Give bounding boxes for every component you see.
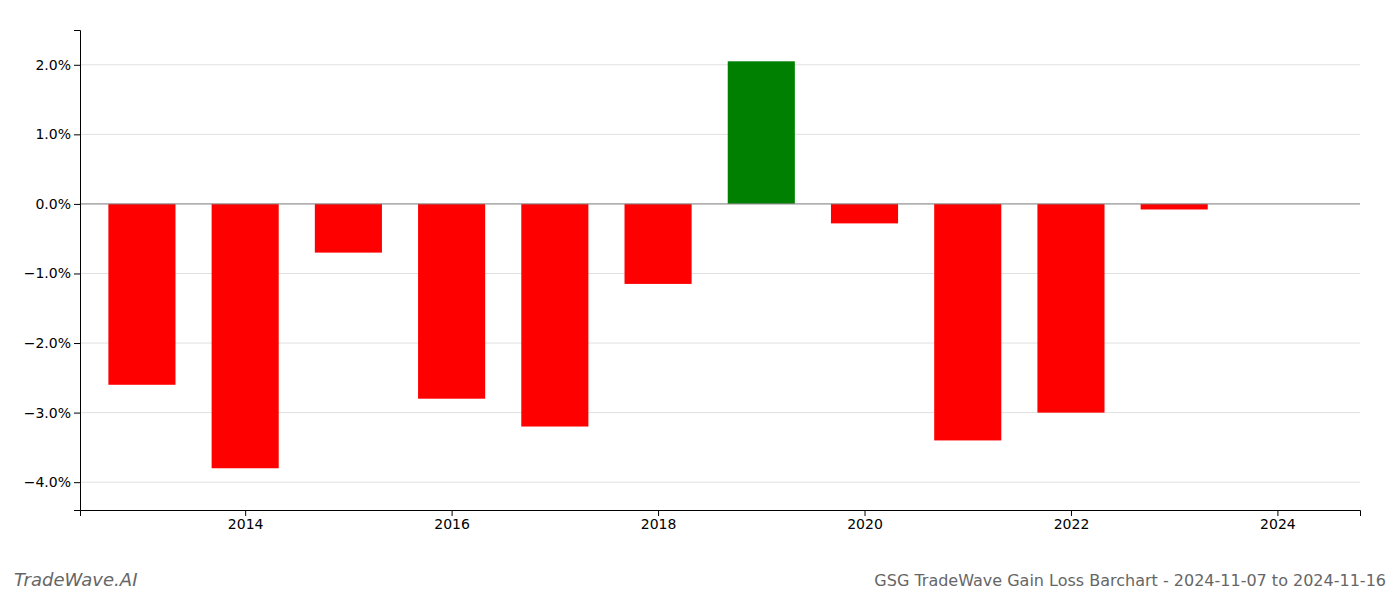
y-tick: −1.0% — [24, 265, 80, 281]
watermark: TradeWave.AI — [14, 569, 137, 590]
y-axis-line — [74, 31, 81, 511]
x-tick: 2014 — [228, 510, 264, 532]
bar — [1037, 204, 1104, 413]
grid — [80, 65, 1360, 482]
x-axis-line — [81, 511, 1361, 517]
bar — [521, 204, 588, 427]
y-tick-label: −2.0% — [24, 335, 71, 351]
y-axis: −4.0% −3.0% −2.0% −1.0% 0.0% 1.0% 2.0% — [24, 31, 81, 511]
x-tick-label: 2016 — [434, 516, 470, 532]
x-tick: 2024 — [1260, 510, 1296, 532]
bar — [1141, 204, 1208, 210]
grid-line — [80, 134, 1360, 135]
x-tick-label: 2018 — [641, 516, 677, 532]
y-tick-mark — [74, 343, 80, 344]
y-tick: 1.0% — [35, 126, 80, 142]
bar — [418, 204, 485, 399]
y-tick-label: 1.0% — [35, 126, 71, 142]
y-tick-mark — [74, 413, 80, 414]
x-tick: 2020 — [847, 510, 883, 532]
y-tick-label: −4.0% — [24, 474, 71, 490]
y-tick: 2.0% — [35, 57, 80, 73]
grid-line — [80, 64, 1360, 65]
title: GSG TradeWave Gain Loss Barchart - 2024-… — [874, 571, 1386, 590]
chart-container: −4.0% −3.0% −2.0% −1.0% 0.0% 1.0% 2.0% 2014 2016… — [0, 0, 1400, 600]
bar — [728, 61, 795, 204]
y-tick-mark — [74, 134, 80, 135]
y-tick-label: 0.0% — [35, 196, 71, 212]
x-tick-label: 2022 — [1054, 516, 1090, 532]
grid-line — [80, 203, 1360, 204]
bar — [831, 204, 898, 223]
y-tick-mark — [74, 65, 80, 66]
y-tick-label: −3.0% — [24, 405, 71, 421]
y-tick-label: −1.0% — [24, 265, 71, 281]
bar — [315, 204, 382, 253]
y-tick-label: 2.0% — [35, 57, 71, 73]
y-tick-mark — [74, 204, 80, 205]
x-tick-label: 2014 — [228, 516, 264, 532]
y-tick: −4.0% — [24, 474, 80, 490]
chart-svg: −4.0% −3.0% −2.0% −1.0% 0.0% 1.0% 2.0% 2014 2016… — [0, 0, 1400, 600]
y-tick: −2.0% — [24, 335, 80, 351]
y-tick: 0.0% — [35, 196, 80, 212]
zero-line — [80, 203, 1360, 204]
bars — [108, 61, 1207, 468]
x-tick: 2018 — [641, 510, 677, 532]
bar — [625, 204, 692, 284]
bar — [212, 204, 279, 468]
y-tick: −3.0% — [24, 405, 80, 421]
bar — [108, 204, 175, 385]
x-tick-label: 2020 — [847, 516, 883, 532]
x-tick: 2016 — [434, 510, 470, 532]
x-tick: 2022 — [1054, 510, 1090, 532]
plot-area: −4.0% −3.0% −2.0% −1.0% 0.0% 1.0% 2.0% 2014 2016… — [24, 31, 1361, 532]
x-tick-label: 2024 — [1260, 516, 1296, 532]
grid-line — [80, 482, 1360, 483]
x-axis: 2014 2016 2018 2020 2022 2024 — [81, 510, 1361, 532]
y-tick-mark — [74, 482, 80, 483]
y-tick-mark — [74, 273, 80, 274]
bar — [934, 204, 1001, 441]
